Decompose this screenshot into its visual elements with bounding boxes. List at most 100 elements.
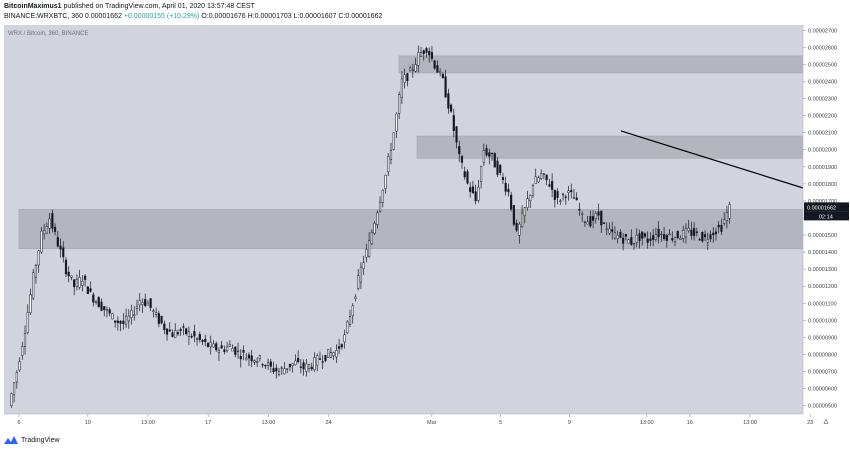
candle-up[interactable] bbox=[581, 212, 584, 215]
candle-up[interactable] bbox=[135, 305, 139, 309]
candle-up[interactable] bbox=[21, 346, 24, 356]
candle-down[interactable] bbox=[553, 189, 556, 200]
candle-up[interactable] bbox=[409, 67, 412, 72]
candle-down[interactable] bbox=[463, 171, 466, 178]
candle-down[interactable] bbox=[441, 73, 444, 78]
candle-down[interactable] bbox=[242, 350, 245, 353]
candle-down[interactable] bbox=[452, 115, 455, 131]
candle-down[interactable] bbox=[406, 73, 409, 82]
candle-down[interactable] bbox=[171, 332, 174, 338]
candle-up[interactable] bbox=[40, 230, 43, 253]
candle-up[interactable] bbox=[368, 240, 371, 258]
candle-up[interactable] bbox=[245, 357, 248, 361]
candle-down[interactable] bbox=[597, 211, 600, 216]
candle-down[interactable] bbox=[223, 349, 226, 352]
candle-up[interactable] bbox=[687, 227, 690, 231]
candle-down[interactable] bbox=[701, 232, 704, 242]
candle-down[interactable] bbox=[275, 367, 278, 372]
candle-up[interactable] bbox=[10, 393, 13, 406]
candle-down[interactable] bbox=[179, 329, 182, 331]
candle-up[interactable] bbox=[673, 237, 677, 242]
candle-down[interactable] bbox=[709, 234, 712, 240]
candle-down[interactable] bbox=[671, 238, 674, 241]
candle-up[interactable] bbox=[146, 302, 149, 306]
candle-up[interactable] bbox=[684, 228, 688, 238]
candle-down[interactable] bbox=[190, 336, 193, 338]
candle-up[interactable] bbox=[75, 279, 78, 287]
candle-down[interactable] bbox=[589, 216, 592, 227]
candle-down[interactable] bbox=[556, 191, 559, 198]
candle-down[interactable] bbox=[469, 187, 472, 192]
candle-down[interactable] bbox=[714, 231, 718, 235]
candle-up[interactable] bbox=[130, 309, 133, 318]
candle-up[interactable] bbox=[125, 315, 128, 325]
candle-up[interactable] bbox=[256, 361, 259, 363]
candle-up[interactable] bbox=[174, 330, 177, 339]
candle-up[interactable] bbox=[635, 235, 638, 243]
candle-up[interactable] bbox=[389, 150, 393, 160]
candle-up[interactable] bbox=[267, 362, 270, 366]
candle-down[interactable] bbox=[466, 171, 469, 184]
candle-up[interactable] bbox=[34, 264, 38, 278]
candle-up[interactable] bbox=[682, 229, 685, 239]
candle-down[interactable] bbox=[340, 344, 343, 348]
candle-down[interactable] bbox=[575, 197, 578, 201]
candle-up[interactable] bbox=[529, 194, 532, 201]
candle-up[interactable] bbox=[294, 360, 297, 366]
candle-up[interactable] bbox=[316, 355, 319, 366]
candle-down[interactable] bbox=[204, 338, 207, 342]
candle-up[interactable] bbox=[627, 239, 630, 244]
candle-down[interactable] bbox=[548, 184, 551, 187]
candle-down[interactable] bbox=[600, 210, 603, 226]
candle-down[interactable] bbox=[693, 227, 696, 236]
candle-down[interactable] bbox=[157, 313, 160, 324]
candle-down[interactable] bbox=[59, 245, 62, 250]
candle-up[interactable] bbox=[365, 249, 368, 258]
candle-up[interactable] bbox=[277, 371, 281, 375]
candle-down[interactable] bbox=[510, 194, 513, 210]
candle-up[interactable] bbox=[133, 314, 136, 317]
candle-down[interactable] bbox=[264, 364, 267, 367]
candle-up[interactable] bbox=[359, 266, 363, 283]
candle-down[interactable] bbox=[493, 153, 496, 168]
candle-up[interactable] bbox=[537, 177, 540, 183]
candle-up[interactable] bbox=[439, 70, 442, 74]
candle-up[interactable] bbox=[706, 239, 709, 243]
candle-up[interactable] bbox=[586, 221, 589, 225]
candle-down[interactable] bbox=[310, 366, 313, 370]
candle-up[interactable] bbox=[403, 74, 406, 83]
candle-up[interactable] bbox=[567, 190, 570, 193]
candle-down[interactable] bbox=[436, 65, 439, 73]
candle-up[interactable] bbox=[654, 234, 657, 240]
candle-down[interactable] bbox=[649, 238, 652, 241]
candle-down[interactable] bbox=[62, 247, 65, 258]
candle-down[interactable] bbox=[458, 146, 461, 155]
candle-down[interactable] bbox=[501, 177, 505, 181]
candle-down[interactable] bbox=[97, 297, 100, 308]
candle-down[interactable] bbox=[425, 48, 428, 53]
candle-up[interactable] bbox=[18, 361, 21, 371]
candle-down[interactable] bbox=[515, 222, 518, 231]
candle-down[interactable] bbox=[592, 216, 595, 221]
candle-up[interactable] bbox=[417, 52, 420, 66]
candle-down[interactable] bbox=[545, 174, 548, 181]
candle-down[interactable] bbox=[646, 238, 649, 243]
candle-down[interactable] bbox=[665, 234, 668, 241]
candle-down[interactable] bbox=[449, 104, 453, 112]
candle-up[interactable] bbox=[362, 262, 365, 269]
candle-up[interactable] bbox=[280, 367, 283, 369]
candle-up[interactable] bbox=[523, 207, 526, 217]
candle-down[interactable] bbox=[185, 328, 188, 334]
candle-up[interactable] bbox=[217, 350, 220, 354]
candle-down[interactable] bbox=[122, 320, 125, 325]
candle-down[interactable] bbox=[53, 226, 57, 232]
candle-down[interactable] bbox=[247, 354, 251, 359]
candle-up[interactable] bbox=[141, 302, 144, 305]
candle-up[interactable] bbox=[329, 352, 332, 358]
candle-down[interactable] bbox=[338, 346, 341, 349]
candle-down[interactable] bbox=[622, 237, 625, 244]
candle-up[interactable] bbox=[348, 316, 352, 325]
candle-down[interactable] bbox=[261, 364, 264, 366]
candle-down[interactable] bbox=[638, 233, 641, 242]
candle-up[interactable] bbox=[723, 219, 726, 224]
